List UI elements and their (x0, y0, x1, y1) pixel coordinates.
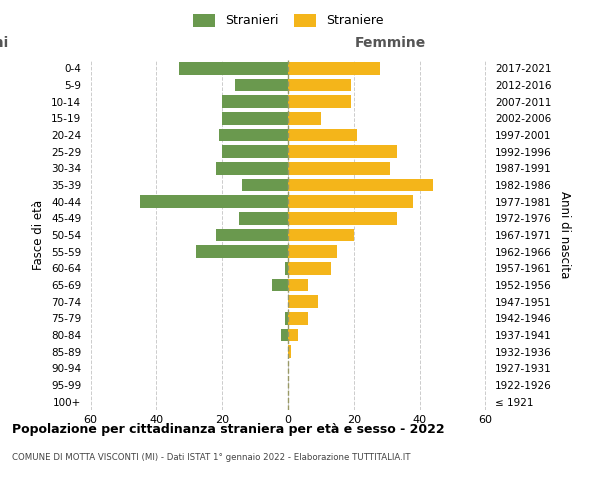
Text: COMUNE DI MOTTA VISCONTI (MI) - Dati ISTAT 1° gennaio 2022 - Elaborazione TUTTIT: COMUNE DI MOTTA VISCONTI (MI) - Dati IST… (12, 452, 410, 462)
Bar (288, 79, 350, 92)
Bar (288, 312, 308, 324)
Bar (288, 129, 357, 141)
Bar (196, 246, 288, 258)
Bar (285, 262, 288, 274)
Bar (288, 279, 308, 291)
Bar (288, 62, 380, 74)
Bar (239, 212, 288, 224)
Bar (281, 329, 288, 341)
Y-axis label: Anni di nascita: Anni di nascita (558, 192, 571, 278)
Bar (235, 79, 288, 92)
Bar (288, 96, 350, 108)
Bar (288, 346, 291, 358)
Bar (285, 312, 288, 324)
Bar (288, 329, 298, 341)
Bar (288, 229, 354, 241)
Bar (222, 146, 288, 158)
Y-axis label: Fasce di età: Fasce di età (32, 200, 46, 270)
Text: Femmine: Femmine (355, 36, 425, 50)
Bar (288, 179, 433, 192)
Bar (219, 129, 288, 141)
Bar (288, 262, 331, 274)
Bar (222, 112, 288, 124)
Legend: Stranieri, Straniere: Stranieri, Straniere (187, 8, 389, 32)
Text: Popolazione per cittadinanza straniera per età e sesso - 2022: Popolazione per cittadinanza straniera p… (12, 422, 445, 436)
Bar (288, 296, 317, 308)
Bar (140, 196, 288, 208)
Bar (215, 229, 288, 241)
Bar (288, 112, 321, 124)
Bar (272, 279, 288, 291)
Bar (179, 62, 288, 74)
Bar (288, 246, 337, 258)
Bar (242, 179, 288, 192)
Bar (288, 212, 397, 224)
Text: Maschi: Maschi (0, 36, 9, 50)
Bar (288, 196, 413, 208)
Bar (288, 146, 397, 158)
Bar (222, 96, 288, 108)
Bar (215, 162, 288, 174)
Bar (288, 162, 390, 174)
